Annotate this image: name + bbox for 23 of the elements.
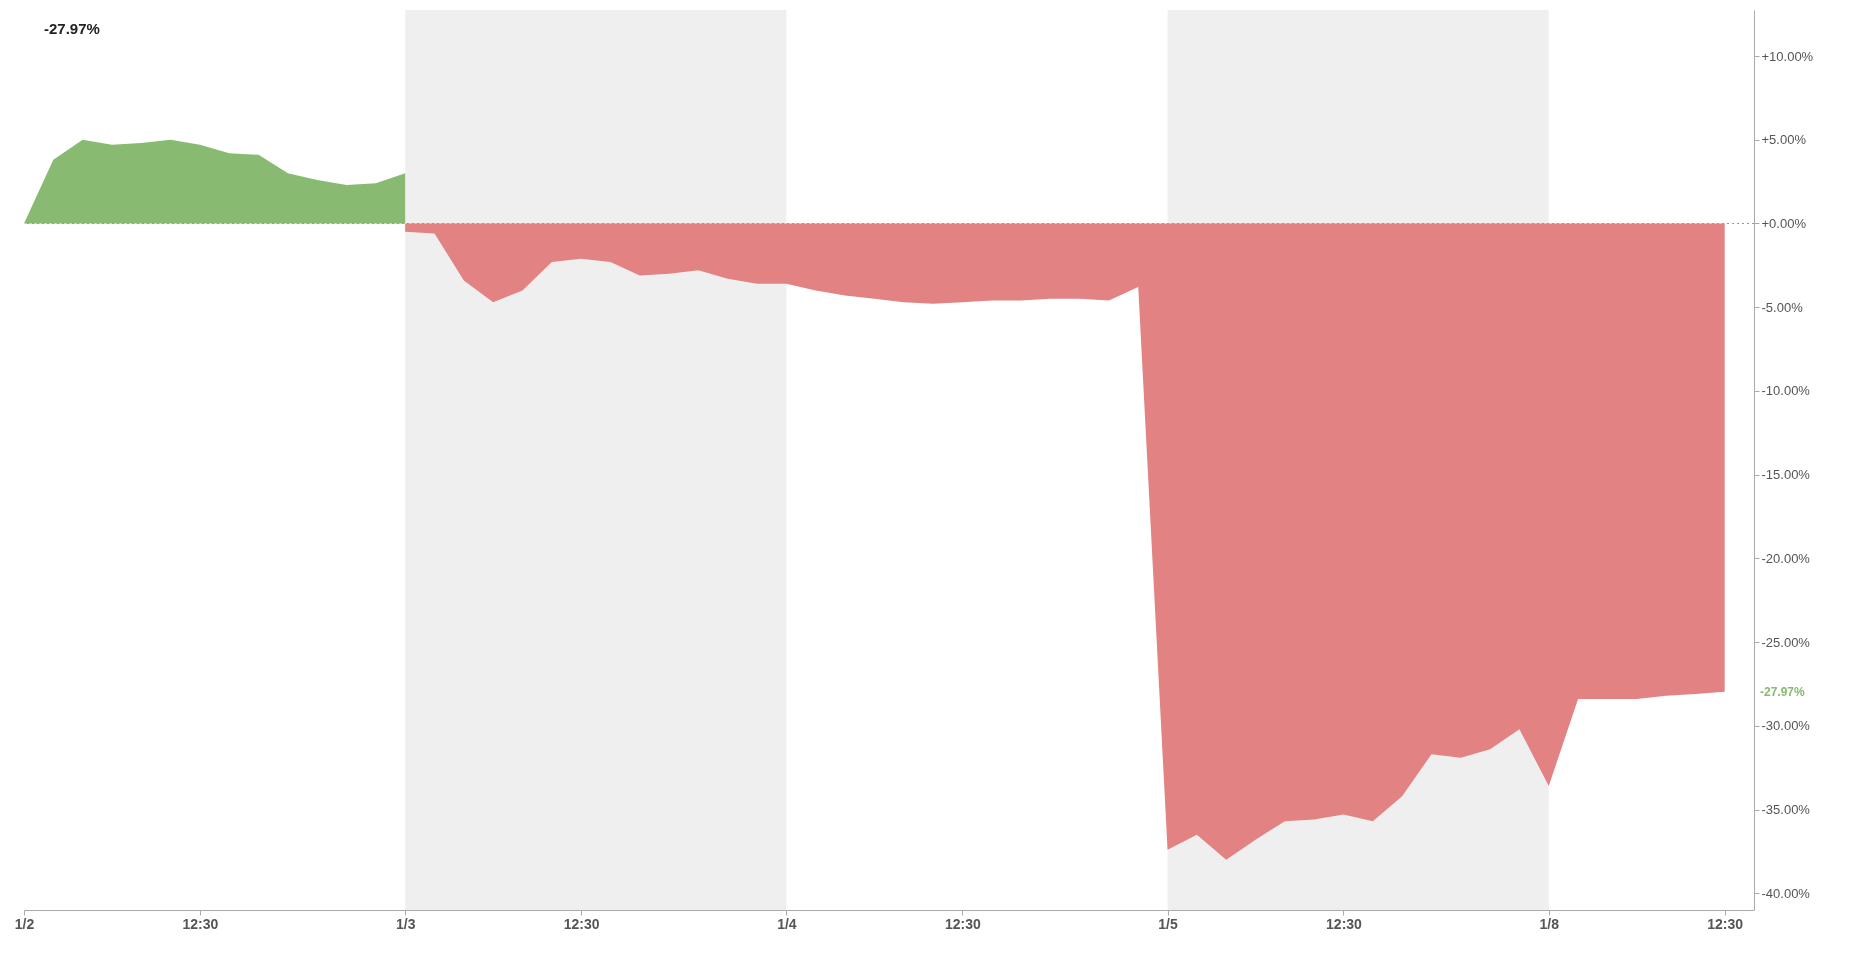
x-tick-label: 1/8 <box>1539 915 1560 932</box>
annotation: -27.97% <box>44 20 100 37</box>
y-tick-label: +10.00% <box>1761 48 1814 64</box>
x-tick-label: 12:30 <box>1707 915 1744 932</box>
x-tick-label: 12:30 <box>182 915 219 932</box>
y-tick-label: -30.00% <box>1761 718 1811 734</box>
y-tick-label: -10.00% <box>1761 383 1811 399</box>
y-tick-label: +0.00% <box>1761 215 1807 231</box>
x-tick-label: 1/5 <box>1158 915 1178 932</box>
x-tick-label: 1/3 <box>395 915 416 932</box>
x-tick-label: 12:30 <box>1326 915 1363 932</box>
x-tick-label: 12:30 <box>563 915 600 932</box>
y-tick-label: -40.00% <box>1761 885 1811 901</box>
x-tick-label: 1/2 <box>14 915 35 932</box>
y-tick-label: -20.00% <box>1761 550 1811 566</box>
x-tick-label: 12:30 <box>944 915 981 932</box>
y-tick-label: -35.00% <box>1761 802 1811 818</box>
y-tick-label: +5.00% <box>1761 132 1807 148</box>
y-tick-label: -15.00% <box>1761 467 1811 483</box>
x-tick-label: 1/4 <box>777 915 797 932</box>
y-tick-label: -25.00% <box>1761 634 1811 650</box>
y-tick-label: -5.00% <box>1761 299 1804 315</box>
text: -27.97% <box>1760 684 1806 699</box>
